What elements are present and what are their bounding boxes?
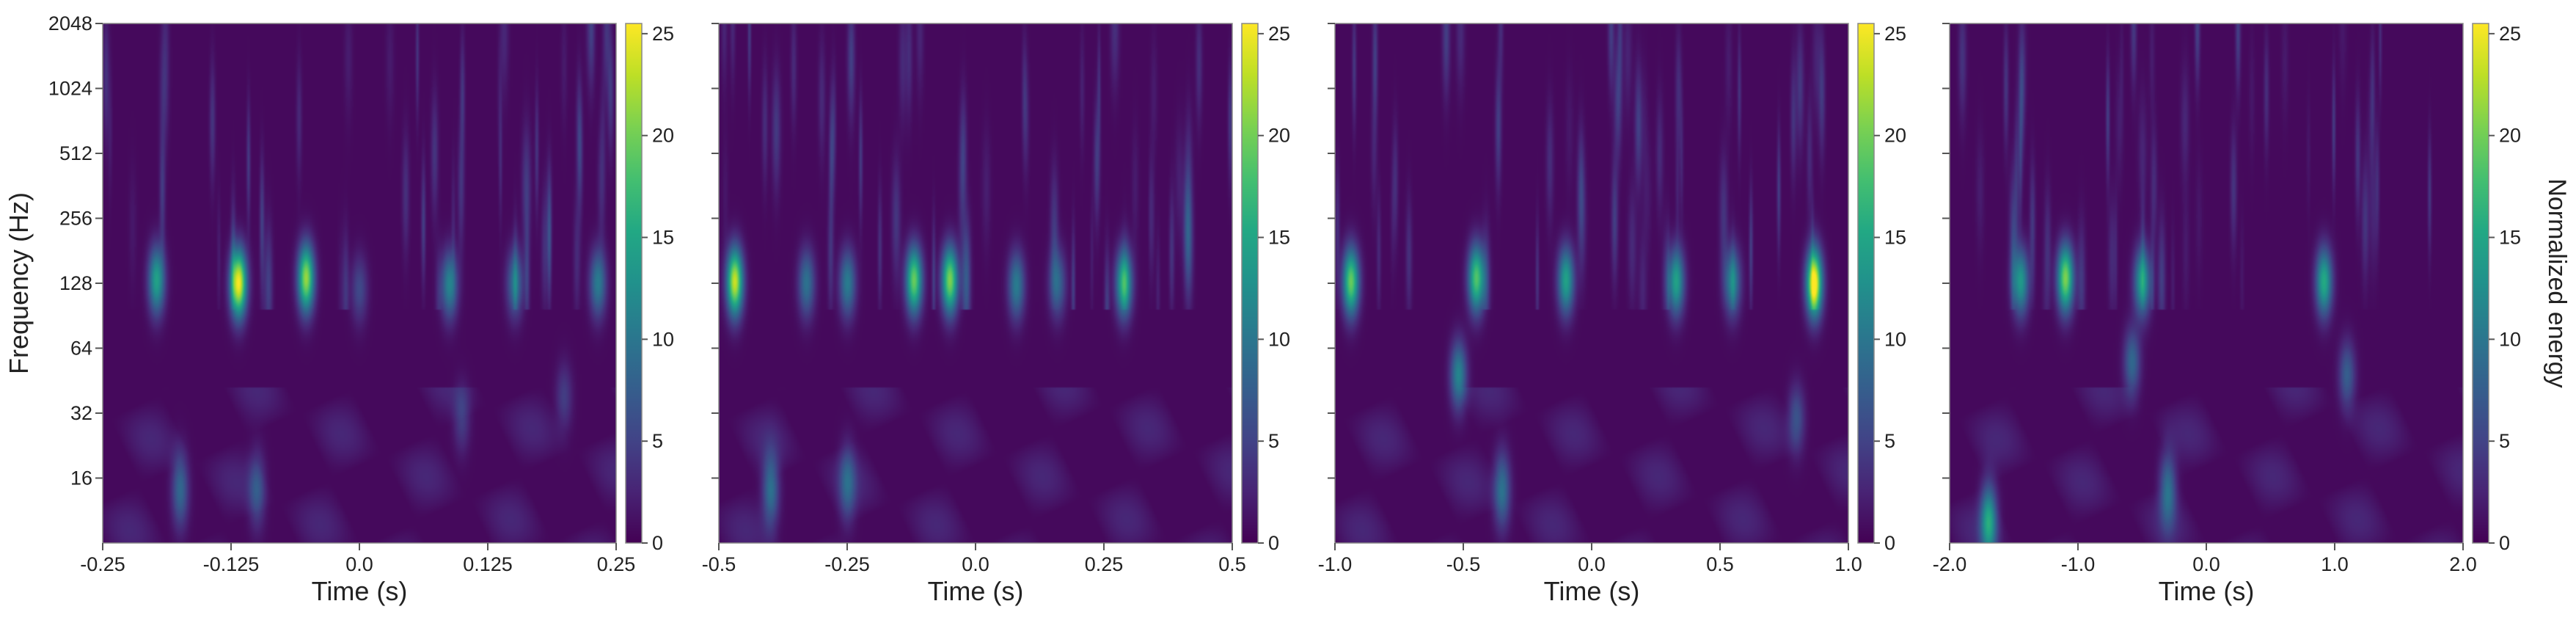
x-axis-label: Time (s): [1544, 576, 1640, 606]
colorbar: [1241, 23, 1259, 544]
colorbar-tick-label: 10: [652, 328, 674, 350]
panel-2: -0.5 -0.25 0.0 0.25 0.5 Time (s) 0 5 10 15 20 25: [702, 23, 1290, 606]
colorbar-label: Normalized energy: [2543, 178, 2571, 387]
colorbar-tick-label: 20: [652, 125, 674, 147]
spectrogram-image: [103, 23, 616, 543]
x-tick-label: -0.5: [1446, 553, 1481, 575]
y-tick-label: 128: [59, 272, 92, 294]
x-tick-label: 2.0: [2449, 553, 2477, 575]
colorbar-tick-label: 0: [2499, 532, 2510, 554]
colorbar-tick-label: 15: [2499, 227, 2521, 249]
colorbar-tick-label: 5: [1884, 430, 1895, 452]
x-tick-label: 0.25: [597, 553, 636, 575]
colorbar-tick-label: 25: [1268, 23, 1290, 45]
x-tick-label: 1.0: [1834, 553, 1862, 575]
x-tick-label: 1.0: [2321, 553, 2349, 575]
x-tick-label: 0.0: [1578, 553, 1606, 575]
spectrogram-image: [719, 23, 1232, 543]
colorbar-tick-label: 20: [1884, 125, 1906, 147]
x-tick-label: 0.0: [345, 553, 373, 575]
spectrogram-image: [1950, 23, 2463, 543]
colorbar-tick-label: 25: [652, 23, 674, 45]
x-axis-label: Time (s): [928, 576, 1024, 606]
colorbar-tick-label: 25: [1884, 23, 1906, 45]
panel-1: -0.25 -0.125 0.0 0.125 0.25 Time (s) 16 32 64 128…: [4, 12, 674, 606]
y-axis-label: Frequency (Hz): [4, 192, 34, 374]
x-tick-label: -0.25: [824, 553, 870, 575]
colorbar: [1857, 23, 1875, 544]
colorbar-tick-label: 15: [652, 227, 674, 249]
colorbar-tick-label: 15: [1268, 227, 1290, 249]
x-tick-label: 0.25: [1085, 553, 1124, 575]
y-tick-label: 32: [70, 402, 92, 424]
x-axis-label: Time (s): [312, 576, 408, 606]
colorbar-tick-label: 5: [652, 430, 663, 452]
x-tick-label: -1.0: [2061, 553, 2096, 575]
colorbar-tick-label: 0: [1268, 532, 1279, 554]
x-tick-label: -2.0: [1933, 553, 1967, 575]
colorbar-tick-label: 10: [1884, 328, 1906, 350]
colorbar: [625, 23, 643, 544]
y-tick-label: 256: [59, 208, 92, 230]
x-tick-label: 0.0: [2192, 553, 2220, 575]
colorbar-tick-label: 10: [2499, 328, 2521, 350]
x-tick-label: 0.0: [962, 553, 989, 575]
x-tick-label: -1.0: [1318, 553, 1353, 575]
y-tick-label: 64: [70, 338, 92, 360]
x-tick-label: 0.5: [1218, 553, 1246, 575]
colorbar-tick-label: 20: [2499, 125, 2521, 147]
x-tick-label: -0.5: [702, 553, 736, 575]
y-tick-label: 2048: [48, 12, 92, 34]
panel-4: -2.0 -1.0 0.0 1.0 2.0 Time (s) 0 5 10 15 20 25 Norma…: [1933, 23, 2571, 606]
colorbar-tick-label: 20: [1268, 125, 1290, 147]
colorbar-tick-label: 0: [652, 532, 663, 554]
panel-3: -1.0 -0.5 0.0 0.5 1.0 Time (s) 0 5 10 15 20 25: [1318, 23, 1906, 606]
colorbar-tick-label: 0: [1884, 532, 1895, 554]
y-tick-label: 1024: [48, 78, 92, 100]
colorbar-tick-label: 5: [1268, 430, 1279, 452]
colorbar-tick-label: 15: [1884, 227, 1906, 249]
colorbar-tick-label: 25: [2499, 23, 2521, 45]
x-tick-label: 0.5: [1706, 553, 1734, 575]
x-tick-label: -0.25: [80, 553, 125, 575]
x-tick-label: -0.125: [203, 553, 260, 575]
colorbar: [2472, 23, 2489, 544]
x-axis-label: Time (s): [2159, 576, 2255, 606]
colorbar-tick-label: 10: [1268, 328, 1290, 350]
colorbar-tick-label: 5: [2499, 430, 2510, 452]
x-tick-label: 0.125: [463, 553, 513, 575]
y-tick-label: 512: [59, 142, 92, 164]
y-tick-label: 16: [70, 467, 92, 489]
spectrogram-image: [1335, 23, 1848, 543]
